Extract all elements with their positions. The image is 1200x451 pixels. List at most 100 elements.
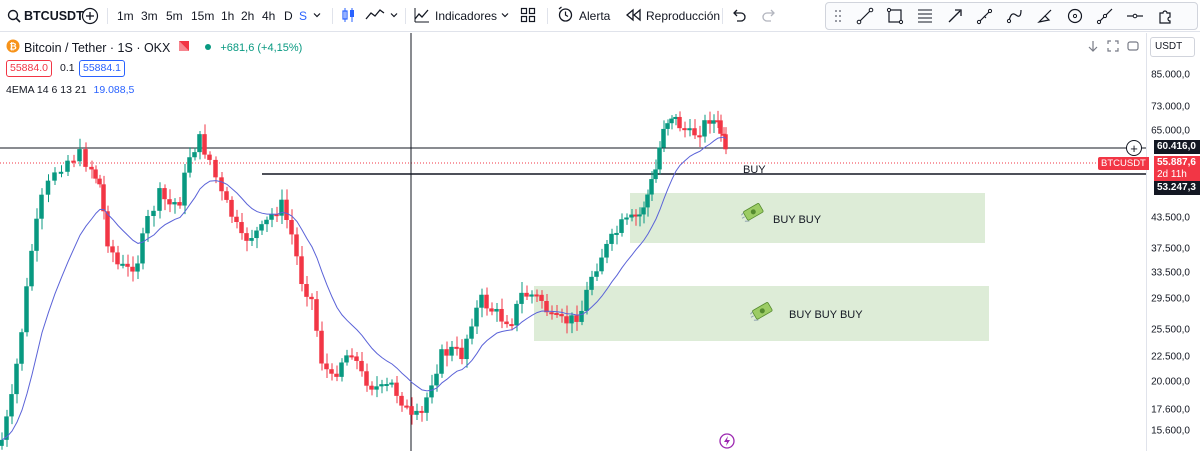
timeframe-2h[interactable]: 2h xyxy=(241,9,255,23)
layout-button[interactable] xyxy=(520,0,536,32)
candle-body xyxy=(130,266,135,272)
arrow-down-icon[interactable] xyxy=(1086,39,1100,58)
candle-body xyxy=(569,315,574,324)
chevron-down-icon[interactable] xyxy=(500,9,510,23)
candle-body xyxy=(0,439,4,446)
candle-body xyxy=(519,292,524,304)
axis-tick: 33.500,0 xyxy=(1151,267,1190,279)
candle-body xyxy=(629,214,634,218)
chevron-down-icon[interactable] xyxy=(312,9,322,23)
candle-body xyxy=(534,294,539,297)
axis-tick: 22.500,0 xyxy=(1151,351,1190,363)
candle-body xyxy=(384,384,389,387)
candle-body xyxy=(344,355,349,363)
replay-label[interactable]: Reproducción xyxy=(646,9,721,23)
candle-body xyxy=(594,271,599,277)
indicators-label[interactable]: Indicadores xyxy=(435,9,498,23)
candle-body xyxy=(4,416,9,440)
add-symbol-button[interactable] xyxy=(80,0,100,32)
add-symbol-icon[interactable] xyxy=(80,6,100,26)
timeframe-15m[interactable]: 15m xyxy=(191,9,215,23)
ema-line xyxy=(1,136,727,441)
status-dot-icon xyxy=(204,42,212,54)
redo-icon[interactable] xyxy=(761,8,777,25)
candle-body xyxy=(135,263,140,272)
indicators-dropdown[interactable] xyxy=(500,0,510,32)
path-icon[interactable] xyxy=(1000,3,1030,29)
trend-line-icon[interactable] xyxy=(850,3,880,29)
alert-button[interactable]: Alerta xyxy=(557,0,610,32)
maximize-pane-icon[interactable] xyxy=(1106,39,1120,58)
candle-body xyxy=(349,355,354,358)
alert-label[interactable]: Alerta xyxy=(579,9,611,23)
timeframe-1h[interactable]: 1h xyxy=(221,9,235,23)
timeframe-s-active[interactable]: S xyxy=(299,9,308,23)
buy-zone-upper[interactable] xyxy=(630,193,985,243)
candle-body xyxy=(599,257,604,272)
line-price-label: 53.247,3 xyxy=(1154,181,1200,195)
timeframe-d[interactable]: D xyxy=(284,9,293,23)
drag-handle-icon[interactable] xyxy=(826,3,850,29)
circle-icon[interactable] xyxy=(1060,3,1090,29)
candle-body xyxy=(71,160,76,163)
add-alert-button[interactable]: + xyxy=(1126,140,1142,156)
indicators-button[interactable]: Indicadores xyxy=(414,0,497,32)
candle-body xyxy=(24,286,29,333)
plus-icon: + xyxy=(1130,140,1138,156)
timeframe-1m[interactable]: 1m xyxy=(117,9,134,23)
layout-grid-icon[interactable] xyxy=(520,7,536,26)
candle-body xyxy=(614,232,619,235)
candle-body xyxy=(162,188,167,200)
timeframe-4h[interactable]: 4h xyxy=(262,9,276,23)
candle-body xyxy=(274,214,279,217)
candle-body xyxy=(213,159,218,178)
candle-body xyxy=(549,312,554,315)
candle-body xyxy=(434,373,439,386)
puzzle-icon[interactable] xyxy=(1150,3,1180,29)
symbol-search[interactable]: BTCUSDT xyxy=(4,0,84,32)
ema-label[interactable]: 4EMA 14 6 13 21 xyxy=(6,84,87,96)
arrow-icon[interactable] xyxy=(940,3,970,29)
replay-button[interactable]: Reproducción xyxy=(625,0,720,32)
chevron-down-icon[interactable] xyxy=(389,9,399,23)
price-chart[interactable]: BUY BUY BUY BUY BUY BUY xyxy=(0,33,1146,451)
horizontal-line-icon[interactable] xyxy=(1120,3,1150,29)
candle-body xyxy=(151,210,156,217)
timeframe-5m[interactable]: 5m xyxy=(166,9,183,23)
chart-pane[interactable]: BUY BUY BUY BUY BUY BUY xyxy=(0,33,1146,451)
chart-type-dropdown[interactable] xyxy=(389,0,399,32)
restore-pane-icon[interactable] xyxy=(1126,39,1140,58)
market-closed-icon[interactable] xyxy=(178,40,190,55)
undo-icon[interactable] xyxy=(731,8,747,25)
candle-body xyxy=(514,303,519,326)
chart-title[interactable]: Bitcoin / Tether · 1S · OKX xyxy=(24,40,171,55)
line-chart-icon[interactable] xyxy=(365,6,385,27)
redo-button[interactable] xyxy=(761,0,777,32)
money-icon xyxy=(750,302,773,321)
ema-legend: 4EMA 14 6 13 21 19.088,5 xyxy=(6,84,134,96)
candle-body xyxy=(509,324,514,327)
candle-body xyxy=(269,214,274,220)
timeframe-dropdown[interactable] xyxy=(312,0,322,32)
candle-body xyxy=(494,308,499,312)
rectangle-icon[interactable] xyxy=(880,3,910,29)
candles-icon[interactable] xyxy=(340,6,358,27)
brush-icon[interactable] xyxy=(1030,3,1060,29)
fib-icon[interactable] xyxy=(910,3,940,29)
currency-select[interactable]: USDT xyxy=(1150,37,1195,57)
price-axis[interactable]: USDT 85.000,0 73.000,0 65.000,0 43.500,0… xyxy=(1146,33,1200,451)
timeframe-3m[interactable]: 3m xyxy=(141,9,158,23)
candle-body xyxy=(539,294,544,301)
pencil-icon[interactable] xyxy=(970,3,1000,29)
undo-button[interactable] xyxy=(731,0,747,32)
symbol-name[interactable]: BTCUSDT xyxy=(24,9,84,23)
line-chart-button[interactable] xyxy=(365,0,385,32)
candle-body xyxy=(524,292,529,297)
candle-body xyxy=(484,294,489,309)
chart-type-button[interactable] xyxy=(340,0,358,32)
ray-icon[interactable] xyxy=(1090,3,1120,29)
candle-body xyxy=(653,169,658,180)
event-flash-icon[interactable] xyxy=(719,433,735,449)
buy-price-box[interactable]: 55884.1 xyxy=(79,60,125,77)
sell-price-box[interactable]: 55884.0 xyxy=(6,60,52,77)
